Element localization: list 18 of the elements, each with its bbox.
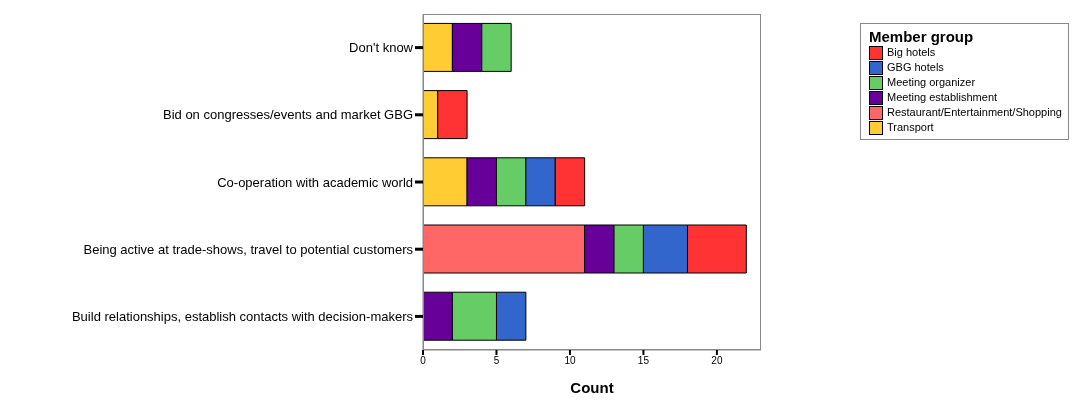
legend-label: Meeting establishment [887,90,998,105]
x-tick-label: 20 [711,355,723,367]
legend-label: Restaurant/Entertainment/Shopping [887,105,1062,120]
legend-label: Meeting organizer [887,75,976,90]
x-tick-label: 0 [420,355,427,367]
legend-label: Transport [887,120,934,135]
x-tick-label: 5 [493,355,500,367]
x-tick-label: 10 [564,355,576,367]
x-tick-label: 15 [637,355,650,367]
y-tick-label: Build relationships, establish contacts with decision-makers [71,309,414,325]
y-tick-label: Being active at trade-shows, travel to potential customers [83,241,414,257]
y-tick-label: Bid on congresses/events and market GBG [162,107,413,123]
y-tick-label: Co-operation with academic world [217,174,413,190]
legend-label: GBG hotels [887,60,944,75]
y-tick-label: Don't know [349,40,414,56]
x-axis-title: Count [570,379,614,396]
legend-title: Member group [869,28,975,45]
legend-label: Big hotels [887,45,936,60]
